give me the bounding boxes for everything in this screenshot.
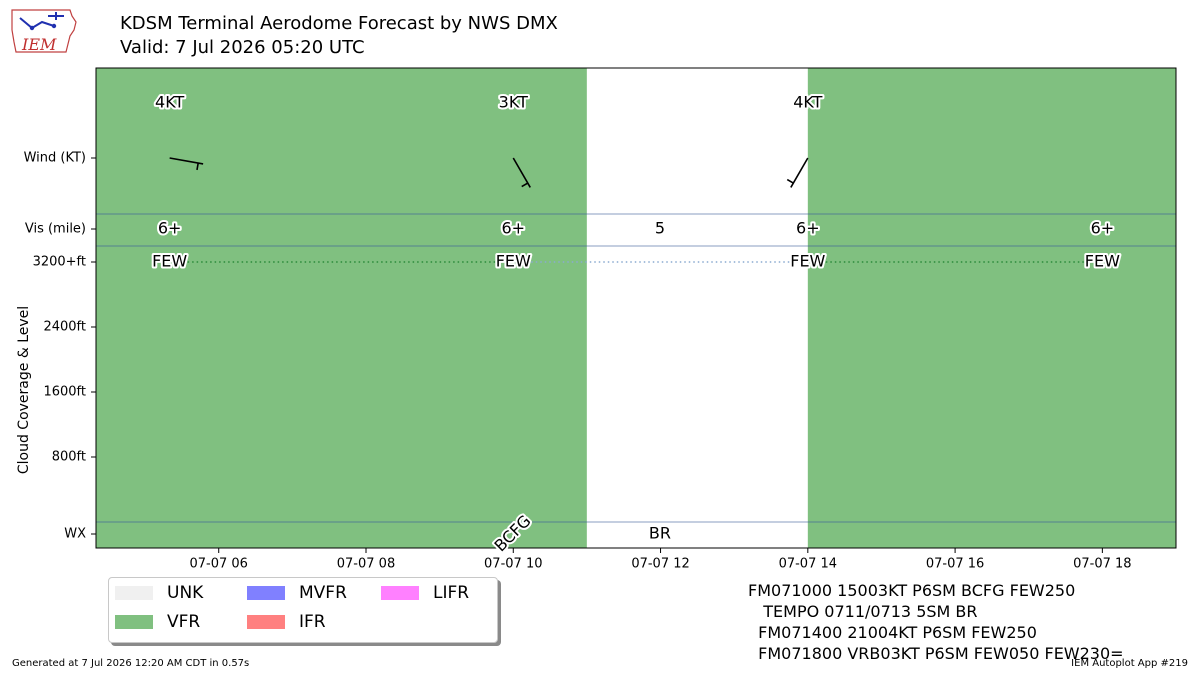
wind-barb [512,157,531,188]
cloud-coverage-label: FEW [496,252,531,271]
wind-speed-label: 4KT [155,93,184,112]
legend-swatch [381,586,419,600]
x-tick-label: 07-07 06 [190,557,248,572]
wind-barb-flag [196,162,199,171]
visibility-label: 6+ [796,219,820,238]
wind-barb-flag [521,182,529,188]
wind-speed-label: 3KT [499,93,528,112]
x-tick-label: 07-07 08 [337,557,395,572]
visibility-label: 6+ [501,219,525,238]
chart-title: KDSM Terminal Aerodome Forecast by NWS D… [120,13,558,34]
legend-swatch [115,615,153,629]
legend-label: LIFR [433,583,470,603]
weather-label: BR [649,524,671,543]
visibility-label: 5 [655,219,665,238]
legend-item-mvfr: MVFR [247,582,347,604]
plot-frame [95,67,1177,549]
category-band-vfr [96,68,587,548]
y-tick-label: 800ft [52,450,86,465]
legend-item-unk: UNK [115,582,203,604]
visibility-label: 6+ [158,219,182,238]
x-tick-label: 07-07 10 [484,557,542,572]
cloud-coverage-label: FEW [152,252,187,271]
y-tick-label: WX [64,527,86,542]
taf-text: FM071000 15003KT P6SM BCFG FEW250 TEMPO … [748,580,1178,664]
x-tick-label: 07-07 18 [1073,557,1131,572]
app-footer: IEM Autoplot App #219 [1071,658,1188,669]
generated-footer: Generated at 7 Jul 2026 12:20 AM CDT in … [12,658,250,669]
logo-text: IEM [21,35,57,54]
chart-subtitle: Valid: 7 Jul 2026 05:20 UTC [120,37,365,58]
legend-swatch [247,615,285,629]
legend-swatch [247,586,285,600]
legend-swatch [115,586,153,600]
taf-line: FM071400 21004KT P6SM FEW250 [748,623,1037,642]
taf-line: FM071000 15003KT P6SM BCFG FEW250 [748,581,1076,600]
x-tick-label: 07-07 12 [631,557,689,572]
legend-label: VFR [167,612,201,632]
taf-line: FM071800 VRB03KT P6SM FEW050 FEW230= [748,644,1124,663]
taf-line: TEMPO 0711/0713 5SM BR [748,602,978,621]
legend-label: UNK [167,583,204,603]
y-tick-label: 3200+ft [33,255,86,270]
iem-logo: IEM [8,6,78,58]
legend-item-lifr: LIFR [381,582,469,604]
wind-barb [169,157,204,165]
iowa-map-icon: IEM [11,9,77,54]
visibility-label: 6+ [1091,219,1115,238]
legend-label: MVFR [299,583,347,603]
x-tick-label: 07-07 16 [926,557,984,572]
cloud-coverage-label: FEW [1085,252,1120,271]
cloud-coverage-label: FEW [790,252,825,271]
legend-label: IFR [299,612,326,632]
wind-barb-flag [786,178,794,184]
category-band-vfr [807,68,1176,548]
y-tick-label: Wind (KT) [24,151,86,166]
y-tick-label: Vis (mile) [25,222,86,237]
wind-speed-label: 4KT [793,93,822,112]
y-axis-label: Cloud Coverage & Level [16,306,32,474]
legend-item-ifr: IFR [247,611,326,633]
category-band-unk [586,68,808,548]
legend-item-vfr: VFR [115,611,200,633]
y-tick-label: 2400ft [43,320,86,335]
y-tick-label: 1600ft [43,385,86,400]
legend: UNK VFR MVFR IFR LIFR [108,577,498,643]
x-tick-label: 07-07 14 [779,557,837,572]
